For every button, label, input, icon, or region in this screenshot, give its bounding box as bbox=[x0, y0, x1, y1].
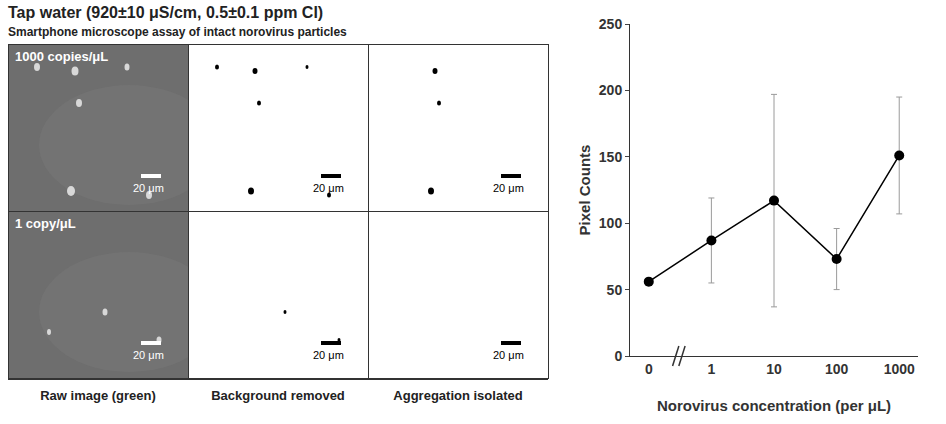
svg-text:250: 250 bbox=[599, 16, 623, 32]
svg-text:0: 0 bbox=[645, 361, 653, 377]
svg-text:100: 100 bbox=[825, 361, 849, 377]
html-text:20 μm: 20 μm bbox=[313, 349, 344, 361]
html-text:1 copy/μL: 1 copy/μL bbox=[15, 216, 76, 231]
svg-text:Norovirus concentration (per μ: Norovirus concentration (per μL) bbox=[657, 397, 891, 414]
html-text:Raw image (green): Raw image (green) bbox=[40, 388, 156, 403]
html-text:20 μm: 20 μm bbox=[493, 349, 524, 361]
svg-text:150: 150 bbox=[599, 149, 623, 165]
svg-text:1: 1 bbox=[707, 361, 715, 377]
html-text:1000 copies/μL: 1000 copies/μL bbox=[15, 49, 109, 64]
html-text:20 μm: 20 μm bbox=[493, 182, 524, 194]
svg-text:1000: 1000 bbox=[884, 361, 915, 377]
svg-text:10: 10 bbox=[766, 361, 782, 377]
html-text:20 μm: 20 μm bbox=[133, 182, 164, 194]
svg-text:0: 0 bbox=[614, 348, 622, 364]
html-text:Aggregation isolated: Aggregation isolated bbox=[393, 388, 523, 403]
html-text:20 μm: 20 μm bbox=[313, 182, 344, 194]
html-text:Tap water (920±10 μS/cm, 0.5±0: Tap water (920±10 μS/cm, 0.5±0.1 ppm Cl) bbox=[8, 4, 324, 21]
svg-text:50: 50 bbox=[607, 282, 623, 298]
html-text:Smartphone microscope assay of: Smartphone microscope assay of intact no… bbox=[8, 25, 347, 39]
svg-text:100: 100 bbox=[599, 215, 623, 231]
svg-text:200: 200 bbox=[599, 82, 623, 98]
html-text:20 μm: 20 μm bbox=[133, 349, 164, 361]
html-text:Background removed: Background removed bbox=[211, 388, 345, 403]
svg-text:Pixel Counts: Pixel Counts bbox=[576, 145, 593, 236]
